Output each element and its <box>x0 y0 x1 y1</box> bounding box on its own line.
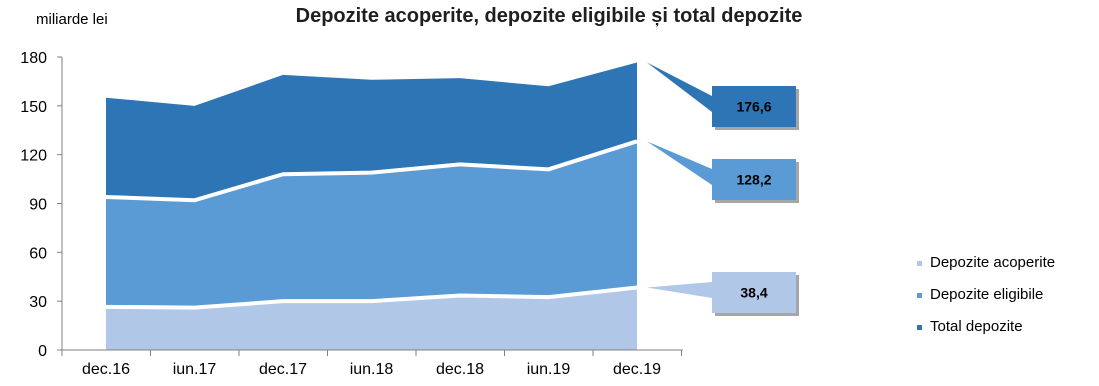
x-tick-label: iun.18 <box>350 361 394 378</box>
area-separator-0 <box>105 285 638 310</box>
legend-item-1: Depozite eligibile <box>917 286 1043 303</box>
area-0 <box>106 287 637 350</box>
chart-title: Depozite acoperite, depozite eligibile ș… <box>296 5 803 27</box>
legend-label: Total depozite <box>930 318 1023 335</box>
callout-1: 128,2 <box>647 141 799 203</box>
axes-layer: 0 30 60 90 120 150 180 dec.16 iun.17 dec.17 iun.18… <box>20 50 683 378</box>
y-tick-label: 150 <box>20 99 47 116</box>
legend-label: Depozite acoperite <box>930 254 1055 271</box>
areas-layer <box>105 62 638 350</box>
callout-pointer <box>647 62 712 112</box>
x-tick-label: dec.17 <box>259 361 307 378</box>
y-tick-label: 30 <box>29 294 47 311</box>
callouts-layer: 38,4 128,2 176,6 <box>647 62 799 316</box>
callout-value: 128,2 <box>736 172 771 188</box>
callout-value: 38,4 <box>740 285 767 301</box>
x-tick-label: dec.18 <box>436 361 484 378</box>
callout-pointer <box>647 141 712 185</box>
legend-label: Depozite eligibile <box>930 286 1043 303</box>
x-tick-label: iun.17 <box>173 361 217 378</box>
callout-box <box>712 86 796 127</box>
y-axis-unit-label: miliarde lei <box>36 11 108 28</box>
callout-value: 176,6 <box>736 99 771 115</box>
y-tick-label: 120 <box>20 148 47 165</box>
legend-swatch <box>917 325 922 330</box>
y-tick-label: 60 <box>29 245 47 262</box>
callout-0: 38,4 <box>647 272 799 316</box>
legend-swatch <box>917 261 922 266</box>
legend-item-0: Depozite acoperite <box>917 254 1055 271</box>
legend-swatch <box>917 293 922 298</box>
y-tick-label: 180 <box>20 50 47 67</box>
x-tick-label: dec.19 <box>613 361 661 378</box>
x-tick-label: iun.19 <box>527 361 571 378</box>
y-tick-label: 0 <box>38 343 47 360</box>
callout-box <box>712 159 796 200</box>
legend: Depozite acoperite Depozite eligibile Tota… <box>917 254 1055 335</box>
area-separator-1 <box>105 139 638 203</box>
callout-box <box>712 272 796 313</box>
callout-2: 176,6 <box>647 62 799 130</box>
y-tick-label: 90 <box>29 197 47 214</box>
callout-pointer <box>647 282 712 298</box>
x-tick-label: dec.16 <box>82 361 130 378</box>
legend-item-2: Total depozite <box>917 318 1023 335</box>
